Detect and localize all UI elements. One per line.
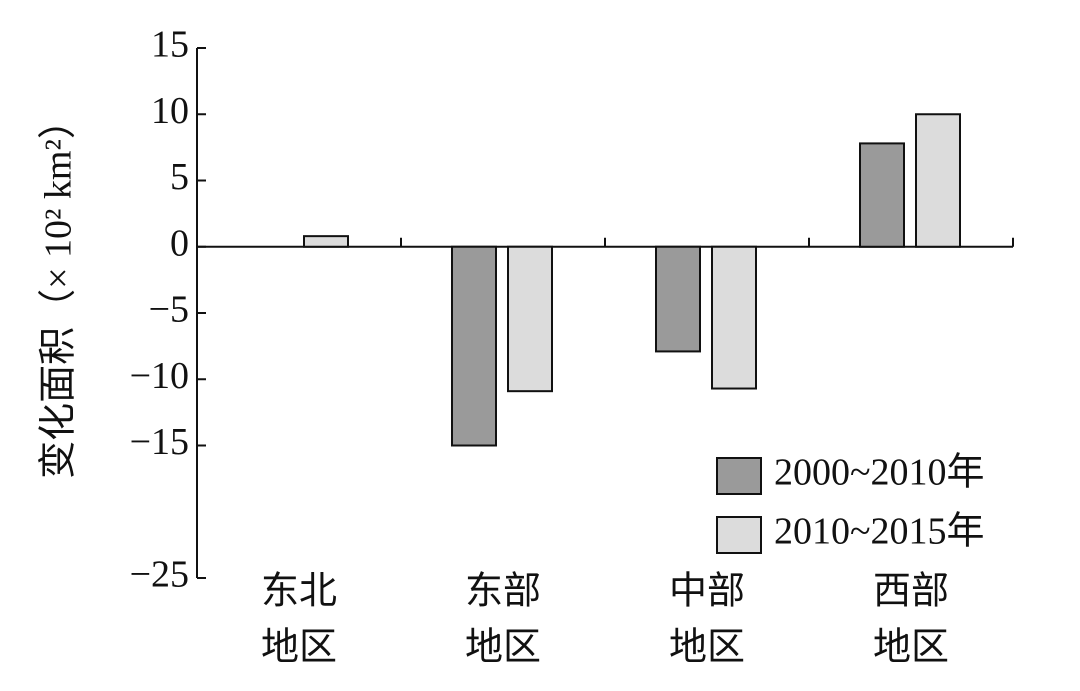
bar [303,235,349,248]
x-tick-label: 地区 [873,627,949,669]
legend-swatch [716,457,762,495]
y-tick-label: −15 [130,421,189,463]
bar [451,245,497,447]
y-axis-label: 变化面积（× 10² km²） [38,101,80,479]
y-tick-label: 5 [170,156,189,198]
x-tick-label: 地区 [669,627,745,669]
x-tick-label: 地区 [465,627,541,669]
bar [507,245,553,393]
y-tick-label: 0 [170,222,189,264]
bar [655,245,701,353]
y-tick-label: −5 [149,289,189,331]
legend-swatch [716,516,762,554]
bar [915,113,961,248]
x-tick-label: 地区 [261,627,337,669]
bar [859,142,905,248]
bar [711,245,757,390]
legend-label: 2000~2010年 [774,452,985,494]
x-tick-label: 东北 [261,571,337,613]
y-tick-label: −10 [130,355,189,397]
x-tick-label: 西部 [873,571,949,613]
y-tick-label: −25 [130,554,189,596]
x-tick-label: 中部 [669,571,745,613]
x-tick-label: 东部 [465,571,541,613]
y-tick-label: 10 [151,90,189,132]
y-tick-label: 15 [151,24,189,66]
legend-label: 2010~2015年 [774,511,985,553]
